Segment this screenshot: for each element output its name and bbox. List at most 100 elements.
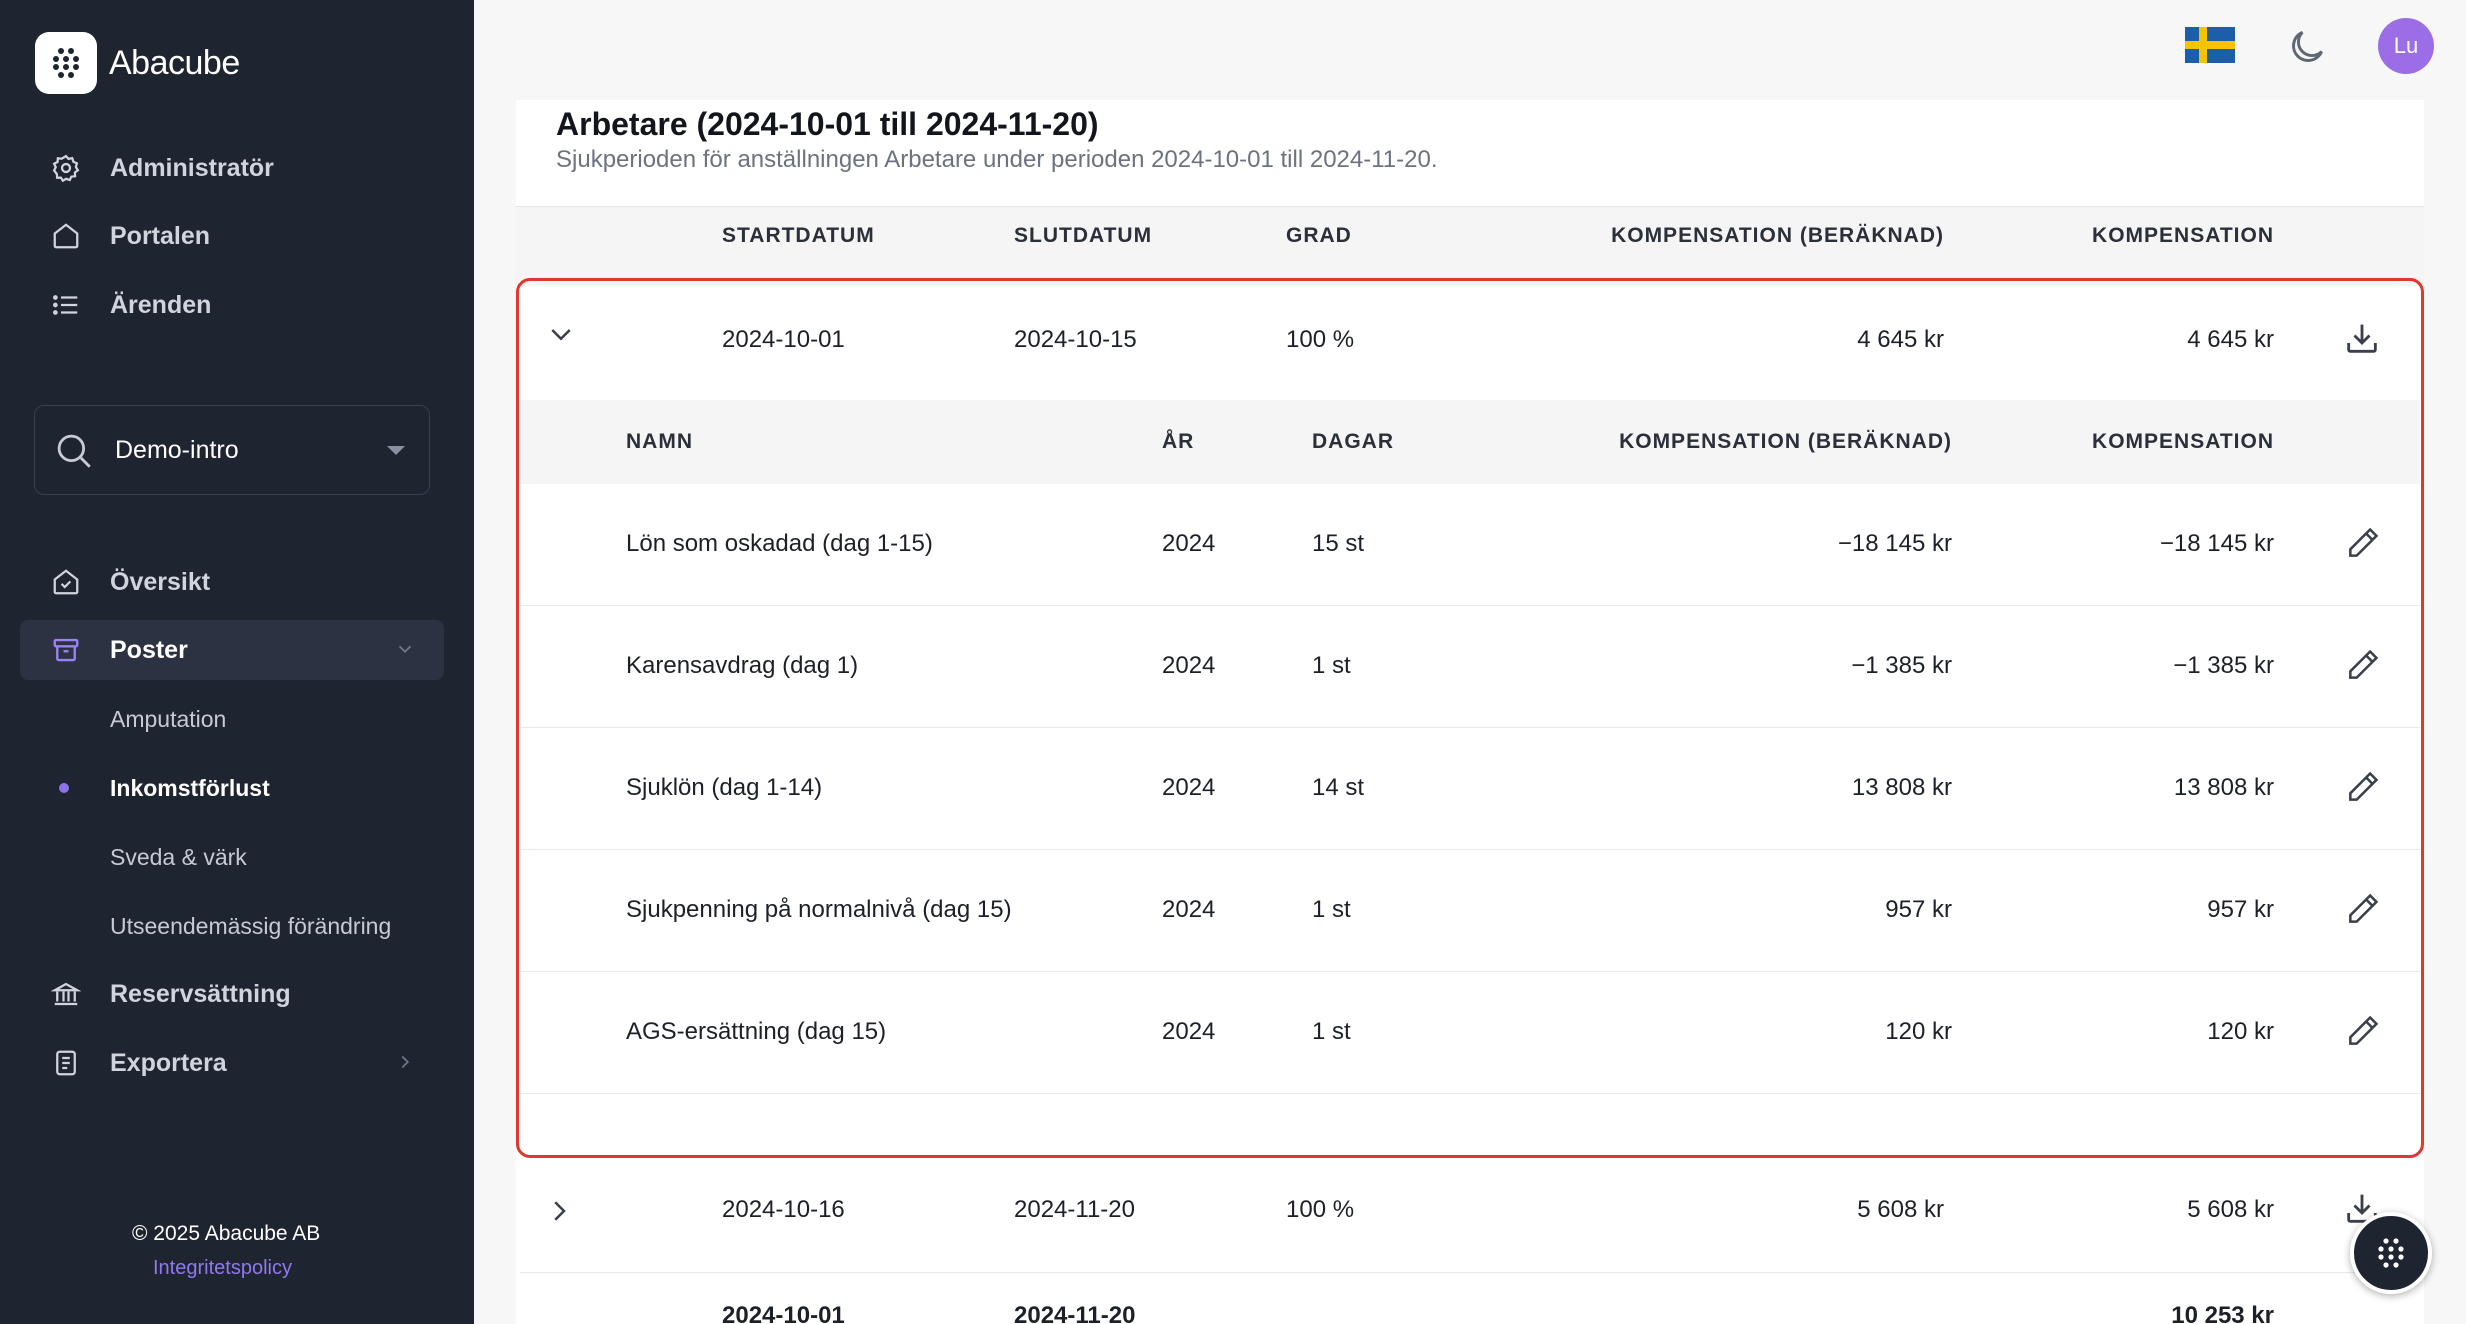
detail-table-header [520,400,2420,484]
row-divider [520,605,2420,606]
document-icon [46,1043,86,1083]
brand-name: Abacube [109,43,240,82]
edit-pencil-icon[interactable] [2344,646,2382,689]
detail-comp-calc: 120 kr [1885,1018,1952,1045]
nav-item-poster[interactable]: Poster [20,620,444,680]
period-comp-calc: 5 608 kr [1857,1196,1944,1223]
expand-chevron-icon[interactable] [544,1196,574,1231]
detail-year: 2024 [1162,1018,1216,1045]
col-startdate: STARTDATUM [722,224,875,247]
nav-item-cases[interactable]: Ärenden [20,275,444,335]
detail-days: 1 st [1312,652,1351,679]
sub-item-appearance-change[interactable]: Utseendemässig förändring [110,913,392,939]
collapse-chevron-icon[interactable] [546,320,576,355]
detail-days: 14 st [1312,774,1365,801]
sub-item-amputation[interactable]: Amputation [110,706,227,732]
row-divider [520,1093,2420,1094]
case-selector[interactable]: Demo-intro [34,405,430,495]
detail-year: 2024 [1162,774,1216,801]
detail-name: Lön som oskadad (dag 1-15) [626,530,933,557]
nav-label: Exportera [110,1048,227,1077]
abacube-logo-icon [2378,1238,2404,1268]
table-header [516,206,2424,286]
sub-item-pain-suffering[interactable]: Sveda & värk [110,844,247,870]
detail-name: Sjukpenning på normalnivå (dag 15) [626,896,1012,923]
period-comp: 5 608 kr [2187,1196,2274,1223]
detail-days: 1 st [1312,896,1351,923]
total-start: 2024-10-01 [722,1302,845,1324]
download-icon[interactable] [2342,318,2382,363]
active-dot [59,783,69,793]
sick-period-card: Arbetare (2024-10-01 till 2024-11-20) Sj… [516,100,2424,1324]
col-comp-calc: KOMPENSATION (BERÄKNAD) [1611,224,1944,247]
nav-item-portal[interactable]: Portalen [20,206,444,266]
copyright: © 2025 Abacube AB [132,1222,321,1245]
period-grade: 100 % [1286,1196,1355,1223]
moon-icon[interactable] [2285,25,2329,74]
detail-year: 2024 [1162,896,1216,923]
detail-comp-calc: 957 kr [1885,896,1952,923]
nav-item-reserve[interactable]: Reservsättning [20,964,444,1024]
nav-label: Portalen [110,221,211,250]
row-divider [520,849,2420,850]
home-icon [46,216,86,256]
row-divider [520,727,2420,728]
nav-label: Ärenden [110,290,212,319]
col-detail-comp: KOMPENSATION [2092,430,2274,453]
search-icon [53,430,95,477]
chevron-right-icon [394,1051,416,1080]
list-icon [46,285,86,325]
total-end: 2024-11-20 [1014,1302,1136,1324]
highlight-box [516,278,2424,1158]
edit-pencil-icon[interactable] [2344,1012,2382,1055]
period-grade: 100 % [1286,326,1355,353]
abacube-logo-icon [35,32,97,94]
col-enddate: SLUTDATUM [1014,224,1153,247]
edit-pencil-icon[interactable] [2344,524,2382,567]
nav-item-administrator[interactable]: Administratör [20,138,444,198]
edit-pencil-icon[interactable] [2344,768,2382,811]
bank-icon [46,974,86,1014]
total-comp: 10 253 kr [2171,1302,2274,1324]
col-grade: GRAD [1286,224,1352,247]
sidebar: Abacube Administratör Portalen Ärenden D… [0,0,474,1324]
col-comp: KOMPENSATION [2092,224,2274,247]
detail-comp-calc: 13 808 kr [1851,774,1952,801]
nav-label: Reservsättning [110,979,291,1008]
period-end: 2024-10-15 [1014,326,1137,353]
period-comp-calc: 4 645 kr [1857,326,1944,353]
col-days: DAGAR [1312,430,1394,453]
detail-year: 2024 [1162,652,1216,679]
chevron-down-icon [394,638,416,667]
nav-item-export[interactable]: Exportera [20,1033,444,1093]
edit-pencil-icon[interactable] [2344,890,2382,933]
house-check-icon [46,562,86,602]
nav-label: Administratör [110,153,274,182]
detail-name: AGS-ersättning (dag 15) [626,1018,887,1045]
detail-comp: −1 385 kr [2173,652,2274,679]
nav-label: Poster [110,635,188,664]
logo[interactable]: Abacube [35,32,240,94]
detail-comp-calc: −18 145 kr [1837,530,1952,557]
sub-item-income-loss[interactable]: Inkomstförlust [110,775,270,801]
sweden-flag-icon[interactable] [2185,27,2235,63]
case-selector-label: Demo-intro [115,435,239,464]
detail-comp-calc: −1 385 kr [1851,652,1952,679]
detail-comp: −18 145 kr [2159,530,2274,557]
nav-item-overview[interactable]: Översikt [20,552,444,612]
privacy-link[interactable]: Integritetspolicy [153,1257,292,1279]
detail-days: 15 st [1312,530,1365,557]
page-title: Arbetare (2024-10-01 till 2024-11-20) [556,106,1099,142]
detail-name: Karensavdrag (dag 1) [626,652,859,679]
detail-comp: 120 kr [2207,1018,2274,1045]
nav-label: Översikt [110,567,211,596]
period-start: 2024-10-01 [722,326,845,353]
gear-icon [46,148,86,188]
assistant-button[interactable] [2350,1212,2432,1294]
avatar[interactable]: Lu [2378,18,2434,74]
row-divider [520,971,2420,972]
detail-comp: 957 kr [2207,896,2274,923]
col-name: NAMN [626,430,693,453]
detail-name: Sjuklön (dag 1-14) [626,774,823,801]
chevron-down-icon [387,446,405,455]
